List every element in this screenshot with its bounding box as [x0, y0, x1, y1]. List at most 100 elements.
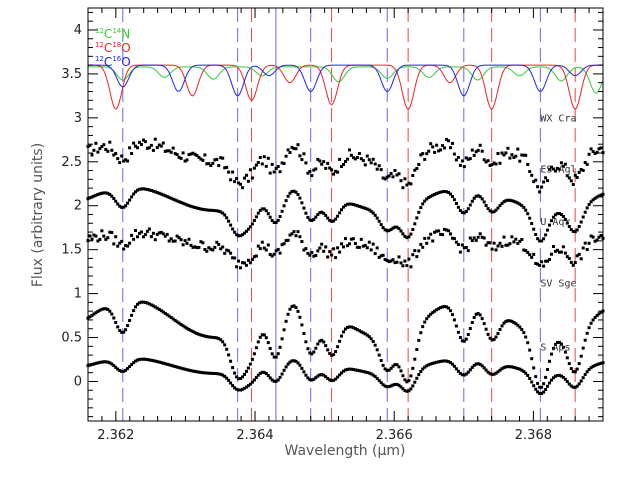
spectrum-point	[599, 234, 603, 237]
spectrum-point	[470, 239, 474, 243]
spectrum-point	[385, 385, 389, 389]
spectrum-point	[530, 255, 534, 259]
spectrum-point	[130, 195, 134, 199]
spectrum-point	[575, 254, 579, 258]
spectrum-point	[223, 166, 227, 170]
spectrum-point	[460, 373, 464, 377]
star-label: U Aqr	[540, 217, 570, 228]
spectrum-point	[344, 237, 347, 241]
spectrum-point	[219, 156, 223, 160]
spectrum-point	[326, 348, 330, 352]
spectrum-point	[316, 249, 320, 253]
spectrum-point	[490, 372, 494, 376]
spectrum-point	[274, 379, 278, 383]
spectrum-point	[330, 253, 334, 257]
spectrum-point	[304, 161, 308, 165]
spectrum-point	[209, 164, 213, 167]
spectrum-point	[338, 211, 342, 215]
spectrum-point	[324, 214, 328, 217]
y-axis-label: Flux (arbitrary units)	[30, 143, 46, 287]
spectrum-point	[512, 365, 516, 369]
spectrum-point	[195, 370, 199, 374]
legend-entry: 12C18O	[95, 41, 131, 55]
spectrum-point	[201, 371, 205, 375]
spectrum-point	[599, 310, 603, 314]
spectrum-point	[581, 215, 585, 219]
spectrum-point	[145, 229, 149, 233]
spectrum-point	[415, 255, 419, 259]
spectrum-point	[516, 323, 520, 327]
spectrum-point	[395, 382, 399, 386]
spectrum-point	[260, 162, 264, 166]
spectrum-point	[587, 326, 591, 330]
spectrum-point	[413, 357, 417, 361]
spectrum-point	[488, 372, 492, 376]
spectrum-point	[332, 247, 336, 251]
spectrum-point	[425, 152, 429, 156]
spectrum-point	[312, 377, 316, 381]
spectrum-point	[468, 157, 472, 161]
spectrum-point	[359, 330, 363, 334]
spectrum-point	[254, 346, 258, 350]
spectrum-point	[435, 308, 439, 312]
spectrum-point	[508, 242, 512, 246]
spectrum-point	[278, 215, 282, 218]
spectrum-point	[193, 152, 197, 156]
spectrum-point	[256, 244, 260, 248]
spectrum-point	[197, 370, 201, 374]
spectrum-point	[276, 378, 280, 382]
spectrum-point	[245, 385, 248, 389]
spectrum-point	[510, 153, 514, 157]
spectrum-point	[353, 203, 357, 207]
spectrum-point	[555, 341, 559, 344]
spectrum-point	[151, 231, 155, 235]
spectrum-point	[417, 210, 421, 214]
spectrum-point	[94, 311, 98, 315]
spectrum-point	[114, 235, 118, 239]
spectrum-point	[363, 243, 367, 247]
spectrum-point	[332, 353, 336, 357]
spectrum-point	[441, 233, 445, 237]
spectrum-point	[290, 359, 294, 363]
spectrum-point	[90, 363, 94, 366]
spectrum-point	[241, 387, 244, 391]
spectrum-point	[577, 252, 581, 256]
spectrum-point	[383, 367, 387, 371]
spectrum-point	[587, 203, 591, 206]
spectrum-point	[147, 188, 151, 192]
spectrum-point	[468, 368, 472, 372]
spectrum-point	[300, 323, 304, 327]
spectrum-point	[205, 162, 209, 166]
spectrum-point	[449, 361, 452, 365]
spectrum-point	[201, 241, 205, 245]
spectrum-series	[86, 137, 605, 194]
spectrum-point	[138, 231, 141, 235]
spectrum-point	[334, 169, 338, 173]
spectrum-point	[593, 316, 597, 319]
spectrum-point	[276, 352, 280, 356]
spectrum-point	[294, 234, 298, 238]
spectrum-point	[573, 173, 577, 177]
spectrum-point	[500, 244, 504, 248]
spectrum-point	[361, 159, 365, 163]
spectrum-point	[435, 229, 439, 233]
spectrum-point	[544, 259, 548, 263]
spectrum-point	[468, 327, 472, 330]
spectrum-point	[494, 371, 498, 375]
spectrum-point	[193, 369, 197, 373]
spectrum-point	[476, 194, 480, 198]
spectrum-point	[429, 312, 433, 316]
spectrum-point	[142, 235, 145, 239]
spectrum-point	[536, 237, 540, 241]
spectrum-point	[104, 237, 108, 241]
spectrum-point	[213, 158, 217, 162]
spectrum-point	[433, 150, 437, 154]
x-axis-ticks: 2.362 2.364 2.366 2.368	[87, 8, 604, 443]
spectrum-point	[367, 208, 371, 212]
spectrum-point	[165, 362, 169, 366]
spectrum-point	[302, 206, 306, 210]
spectrum-point	[185, 203, 189, 207]
spectrum-point	[351, 237, 355, 241]
spectrum-point	[397, 255, 401, 259]
spectrum-point	[555, 248, 559, 252]
